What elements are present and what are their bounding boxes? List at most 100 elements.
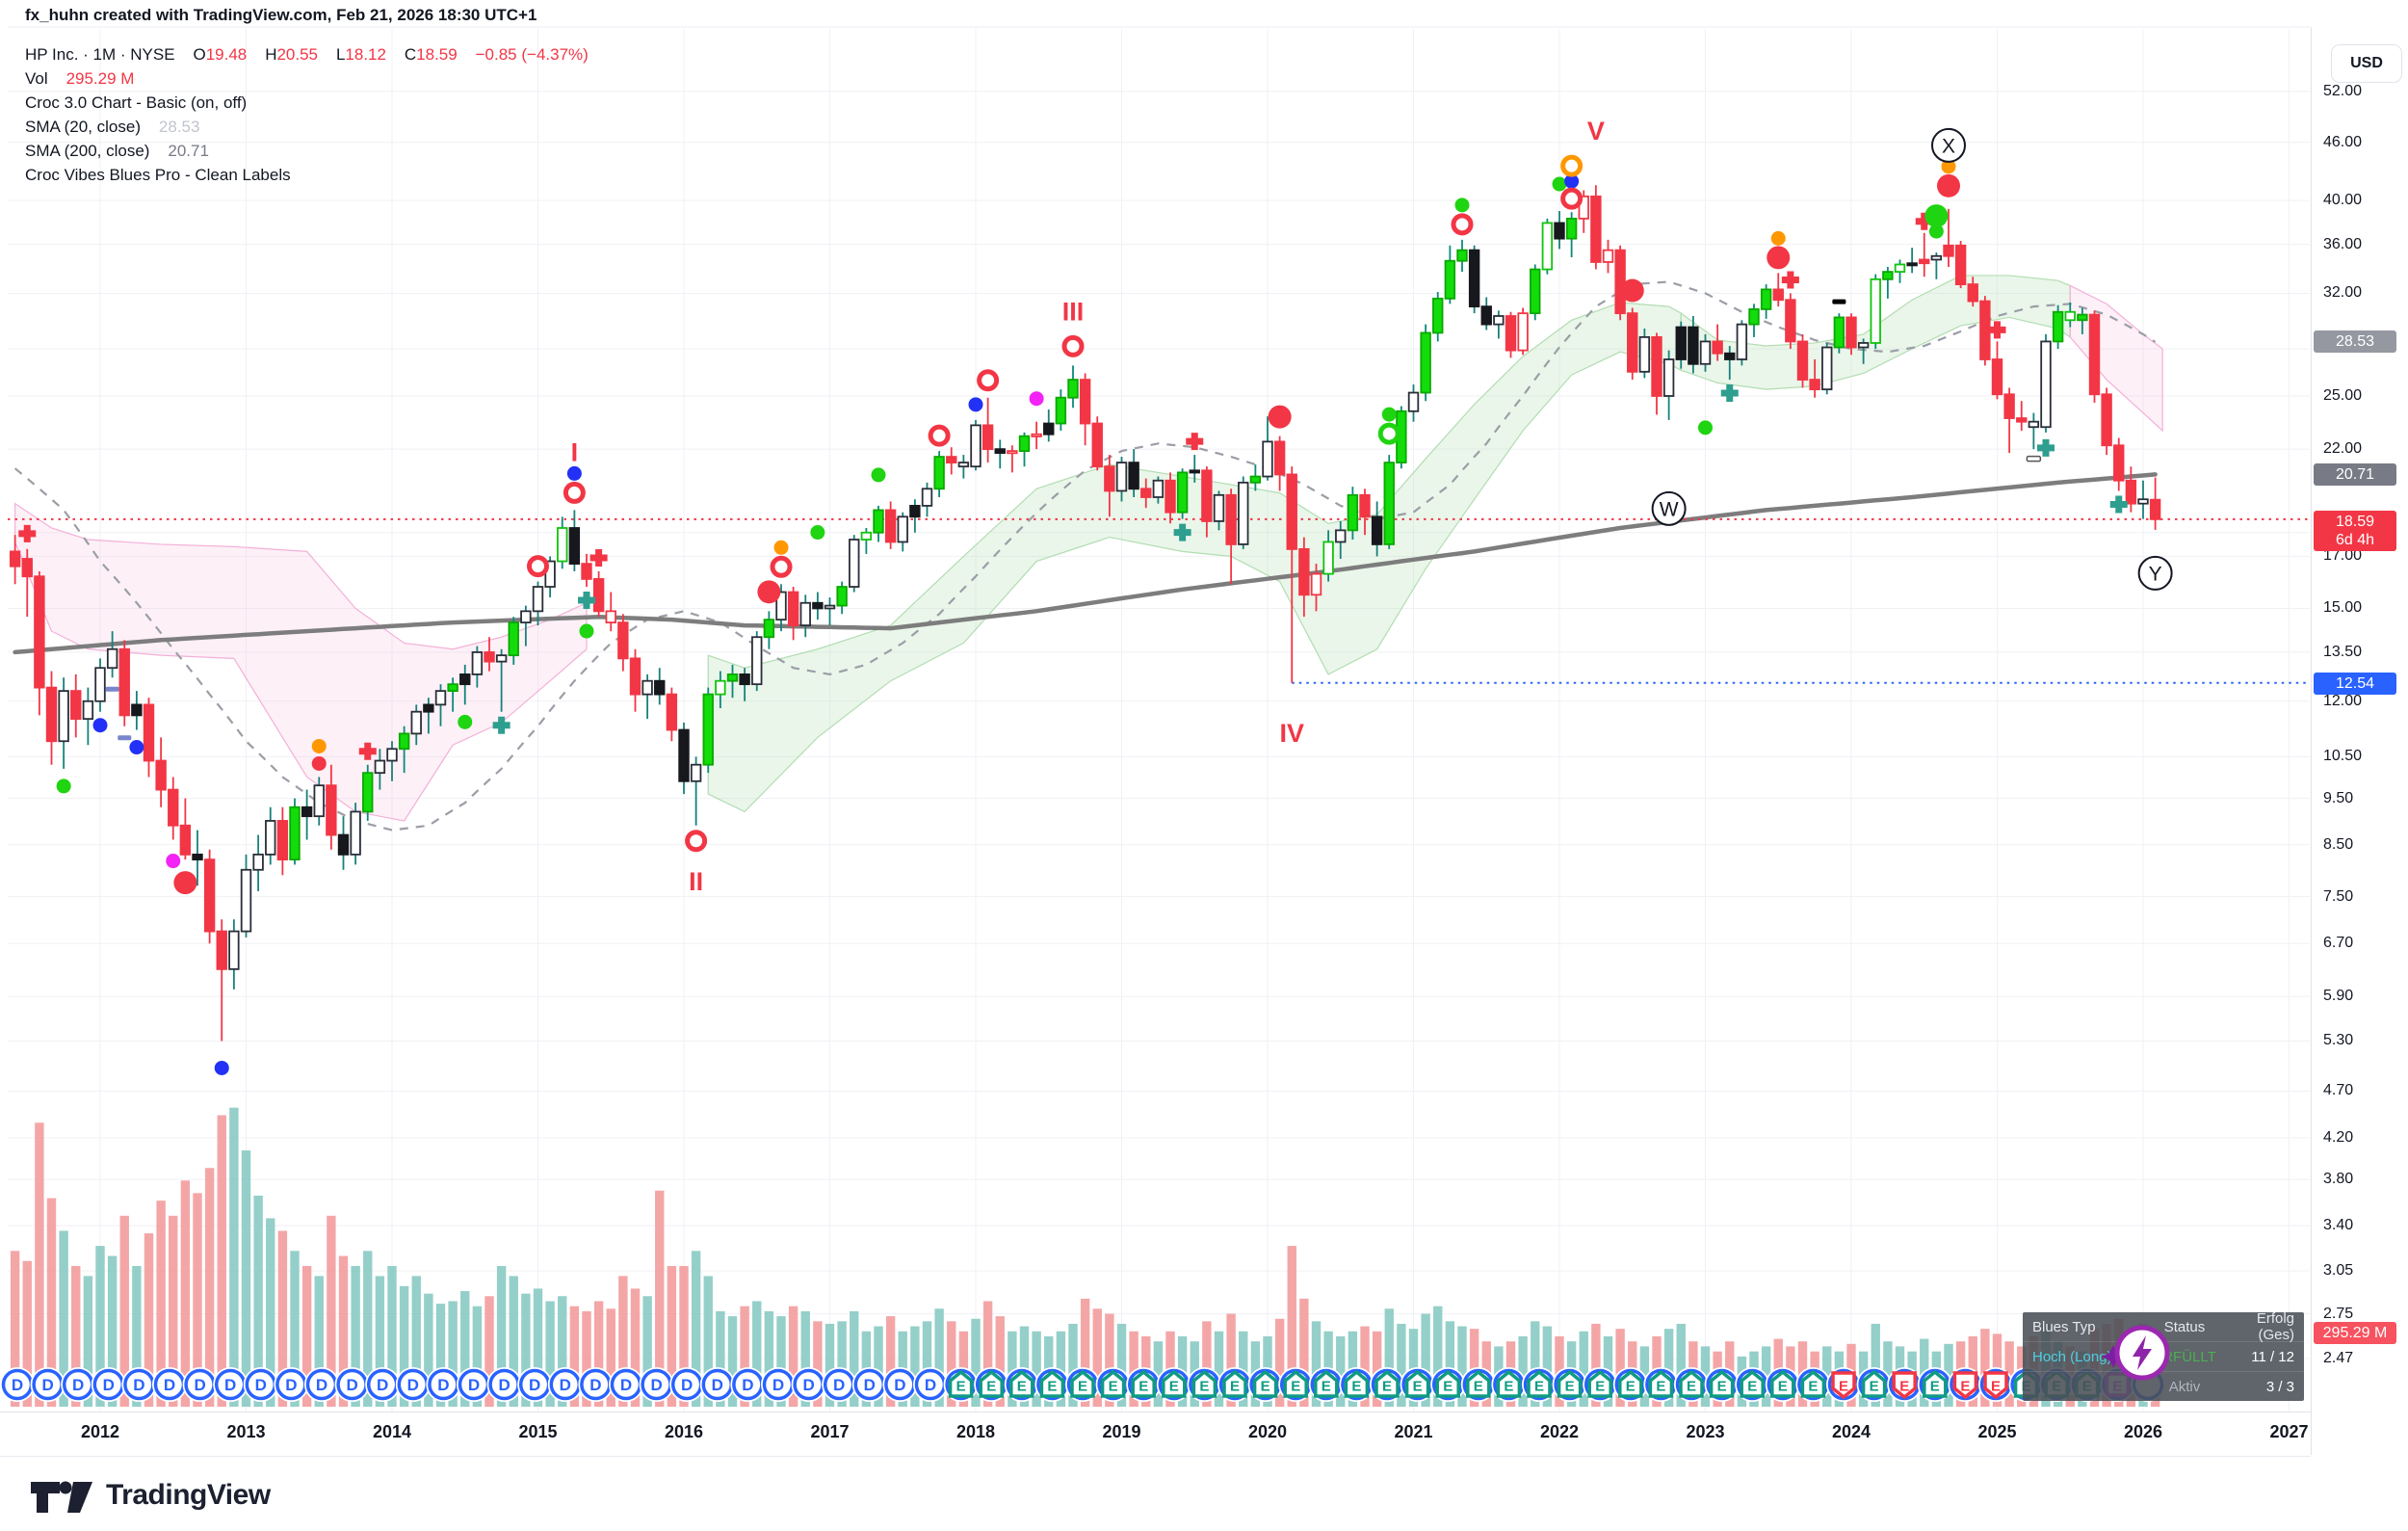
candle-body [568,527,581,566]
candle-body [143,703,155,762]
candle-body [1906,262,1918,267]
candle-body [1712,340,1723,355]
candle-body [1530,268,1541,315]
candle-body [678,728,690,782]
volume-bar [533,1288,543,1407]
signal-dot-marker [1454,198,1470,213]
volume-row[interactable]: Vol 295.29 M [25,66,589,91]
signal-ring-marker [1560,154,1584,177]
green-cross-marker [578,592,595,610]
candle-body [1286,473,1297,550]
candle-body [118,647,130,717]
volume-bar [277,1230,288,1407]
sma200-line [13,472,2158,655]
indicator-croc-chart[interactable]: Croc 3.0 Chart - Basic (on, off) [25,93,248,112]
candle-body [1238,481,1249,545]
e-badge-letter: E [1687,1379,1696,1395]
candle-body [2125,479,2137,505]
volume-bar [1445,1321,1455,1407]
candle-body [629,657,641,696]
signal-dot-marker [773,540,789,555]
candle-body [1067,379,1079,399]
e-badge-letter: E [1199,1379,1209,1395]
candle-body [1201,469,1213,522]
candle-body [106,647,118,670]
volume-bar [1116,1323,1127,1407]
candle-body [1371,515,1383,545]
candle-body [82,700,94,721]
symbol-title[interactable]: HP Inc. · 1M · NYSE [25,45,175,64]
candle-body [787,591,799,626]
erfolg-cell: 3 / 3 [2265,1378,2294,1395]
year-label: 2024 [1831,1422,1871,1441]
candle-body [1590,195,1602,263]
volume-bar [593,1301,604,1407]
volume-bar [484,1296,494,1407]
price-tick: 52.00 [2323,82,2363,99]
e-badge-pentagon [1800,1369,1826,1398]
candle-body [1091,422,1103,468]
volume-bar [46,1198,57,1407]
candle-body [1480,305,1492,326]
candle-body [1675,326,1687,360]
volume-bar [144,1233,154,1407]
volume-bar [824,1323,835,1407]
candle-body [1347,493,1359,532]
volume-bar [813,1321,823,1407]
change-value: −0.85 (−4.37%) [475,45,589,64]
volume-bar [752,1301,762,1407]
time-axis[interactable]: 2012 2013 2014 2015 2016 2017 2018 2019 2020 2021… [0,1412,2311,1457]
candle-body [1748,308,1760,326]
indicator-sma200[interactable]: SMA (200, close) 20.71 [25,142,209,160]
signal-dot-marker [1029,391,1044,407]
volume-bar [1384,1308,1394,1407]
candle-body [1565,217,1578,240]
volume-bar [582,1310,591,1407]
candle-body [1578,195,1589,220]
tradingview-logo[interactable]: TradingView [29,1474,271,1517]
candle-body [1335,529,1347,543]
e-badge-letter: E [1595,1379,1605,1395]
e-badge-letter: E [1322,1379,1331,1395]
volume-bar [1980,1329,1990,1407]
candle-body [70,690,82,721]
e-badge-letter: E [1747,1379,1757,1395]
indicator-croc-vibes[interactable]: Croc Vibes Blues Pro - Clean Labels [25,166,291,184]
candle-body [337,833,350,856]
volume-bar [156,1201,166,1407]
col-status: Status [2163,1318,2206,1335]
e-badge-pentagon [1618,1369,1643,1398]
low-value: 18.12 [345,45,386,64]
symbol-row[interactable]: HP Inc. · 1M · NYSE O19.48 H20.55 L18.12… [25,42,589,66]
volume-bar [837,1321,847,1407]
candle-body [849,539,860,588]
e-badge-letter: E [1261,1379,1270,1395]
e-badge-pentagon [1679,1369,1704,1398]
currency-button[interactable]: USD [2331,44,2402,83]
volume-bar [83,1276,93,1407]
year-label: 2027 [2269,1422,2309,1441]
year-label: 2023 [1686,1422,1725,1441]
candle-body [1554,222,1565,240]
price-tick: 5.90 [2323,988,2354,1005]
candle-body [203,858,216,933]
volume-bar [934,1308,944,1407]
e-badge-letter: E [1504,1379,1513,1395]
candle-body [1845,316,1857,349]
volume-bar [411,1276,421,1407]
indicator-sma20[interactable]: SMA (20, close) 28.53 [25,118,200,136]
candle-body [1140,488,1152,498]
dash-marker [118,735,132,741]
sma20-value: 28.53 [158,118,200,136]
red-cross-marker [358,742,377,760]
candle-body [1688,326,1699,365]
volume-bar [472,1306,483,1407]
tradingview-logo-icon [31,1481,92,1513]
signal-ring-marker [1061,334,1085,357]
candle-body [2113,444,2125,482]
volume-bar [1008,1331,1017,1407]
volume-bar [1287,1246,1296,1407]
volume-bar [509,1276,518,1407]
price-axis[interactable]: 52.0046.0040.0036.0032.0028.0025.0022.00… [2311,27,2408,1455]
